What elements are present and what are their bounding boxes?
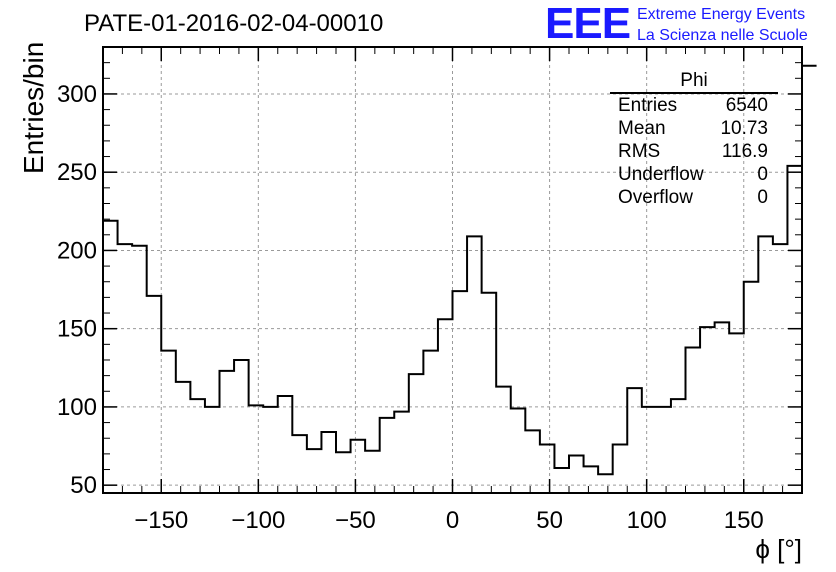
y-tick-label: 50 [70,472,97,499]
stats-rows: Entries 6540 Mean 10.73 RMS 116.9 Underflow 0 Ov… [610,94,778,209]
x-tick-label: 0 [446,507,459,534]
stats-row: Mean 10.73 [610,117,778,140]
chart-title: PATE-01-2016-02-04-00010 [84,10,384,37]
stats-value: 0 [757,187,768,208]
stats-box-title: Phi [610,70,778,94]
stats-row: RMS 116.9 [610,140,778,163]
x-tick-label: 150 [724,507,764,534]
logo-line-2: La Scienza nelle Scuole [637,27,808,44]
stats-label: Mean [618,118,666,139]
x-tick-label: −50 [335,507,376,534]
stats-value: 0 [757,164,768,185]
y-tick-label: 200 [57,237,97,264]
y-tick-label: 250 [57,159,97,186]
x-tick-label: 100 [627,507,667,534]
eee-logo: EEE [545,0,631,48]
logo-caption: Extreme Energy Events La Scienza nelle S… [637,4,808,46]
stats-value: 10.73 [720,118,768,139]
x-tick-label: 50 [536,507,563,534]
y-tick-label: 150 [57,316,97,343]
x-tick-label: −100 [231,507,285,534]
x-tick-label: −150 [134,507,188,534]
stats-value: 6540 [725,95,768,116]
stats-box: Phi Entries 6540 Mean 10.73 RMS 116.9 Underflo… [610,70,778,209]
y-tick-label: 100 [57,394,97,421]
stats-value: 116.9 [721,141,768,162]
histogram-line [103,64,817,476]
logo-line-1: Extreme Energy Events [637,6,806,23]
y-tick-label: 300 [57,81,97,108]
x-axis-label: ϕ [°] [755,534,802,564]
stats-label: Underflow [618,164,704,185]
stats-row: Overflow 0 [610,186,778,209]
stats-label: RMS [618,141,661,162]
stats-label: Overflow [618,187,693,208]
stats-label: Entries [618,95,678,116]
stats-row: Entries 6540 [610,94,778,117]
stats-row: Underflow 0 [610,163,778,186]
